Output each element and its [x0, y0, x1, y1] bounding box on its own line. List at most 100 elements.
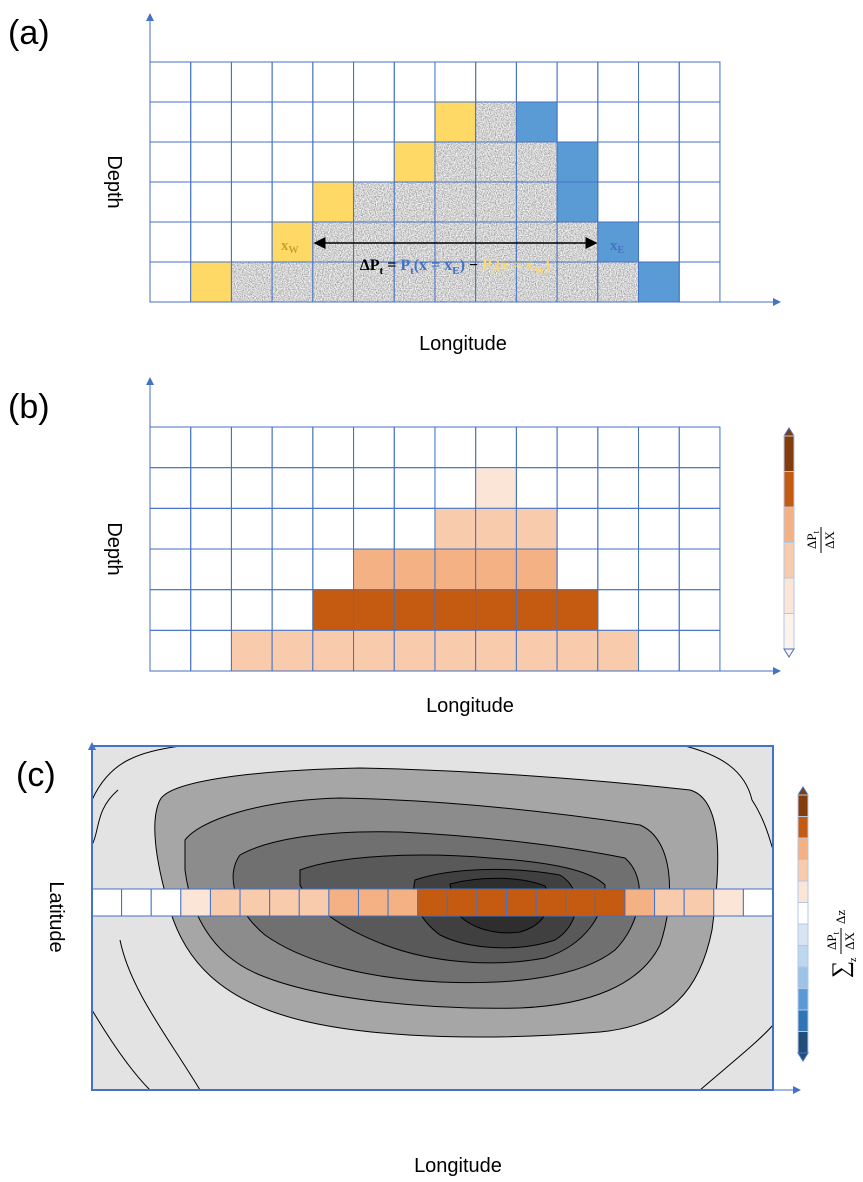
cell-fill [394, 142, 435, 182]
colorbar-label: ∑ z ΔPt ΔX Δz [824, 910, 859, 978]
cell [230, 589, 273, 631]
colorbar-segment [783, 435, 795, 472]
cell [271, 181, 314, 223]
cell [393, 426, 436, 469]
cell-fill [475, 102, 517, 142]
cell-fill [434, 630, 476, 672]
cell-fill [475, 142, 517, 182]
colorbar-segment [783, 613, 795, 650]
cell [556, 61, 599, 103]
cell [515, 467, 558, 509]
y-axis-title: Depth [103, 155, 125, 208]
cell [149, 141, 192, 183]
cell-fill [312, 262, 354, 302]
panel-label: (a) [8, 14, 50, 52]
colorbar-segment [797, 880, 809, 903]
cell-fill [597, 630, 639, 672]
strip-cell [594, 888, 626, 917]
cell [678, 101, 721, 143]
cell [230, 61, 273, 103]
x-axis-title: Longitude [414, 1155, 502, 1177]
cell [638, 467, 680, 509]
cell [556, 507, 599, 550]
fraction-numerator: ΔPt [804, 530, 821, 549]
colorbar-label: ΔPt ΔX [804, 527, 837, 553]
colorbar-segment [797, 923, 809, 946]
strip-cell [357, 888, 389, 917]
x-axis-title: Longitude [419, 333, 507, 355]
cell [190, 467, 232, 509]
cell [312, 507, 355, 550]
colorbar-segment [797, 859, 809, 882]
cell-fill [516, 549, 558, 590]
cell [190, 629, 232, 672]
cell [434, 467, 477, 509]
cell [678, 548, 721, 591]
cell-fill [434, 262, 476, 302]
cell-fill [272, 630, 313, 672]
fraction-tail: Δz [833, 910, 848, 924]
contour [699, 1024, 774, 1091]
cell [353, 507, 395, 550]
west-label: xW [281, 238, 299, 256]
transect-strip [91, 888, 774, 917]
cell [393, 61, 436, 103]
contour-map [91, 745, 774, 1091]
cell-fill [557, 222, 598, 262]
cell [678, 426, 721, 469]
cell [597, 548, 640, 591]
cell [230, 141, 273, 183]
cell-fill [231, 630, 273, 672]
cell-fill [231, 262, 273, 302]
cell [149, 221, 192, 263]
colorbar-segment [783, 542, 795, 579]
fraction-numerator: ΔPt [824, 931, 841, 950]
formula: ΔPt = Pt(x = xE) − Pt(x = xW) [360, 257, 551, 277]
cell-fill [312, 630, 354, 672]
cell-fill [434, 508, 476, 550]
cell [230, 548, 273, 591]
cell [556, 101, 599, 143]
cell-fill [475, 589, 517, 631]
cell [597, 507, 640, 550]
cell [271, 507, 314, 550]
cell [638, 589, 680, 631]
cell-fill [353, 222, 395, 262]
strip-cell [683, 888, 715, 917]
cell [353, 426, 395, 469]
cell [353, 141, 395, 183]
strip-cell [624, 888, 656, 917]
colorbar-end [783, 648, 795, 658]
cell [190, 221, 232, 263]
cell-fill [557, 142, 598, 182]
cell [190, 548, 232, 591]
cell [190, 101, 232, 143]
y-axis-title: Latitude [45, 881, 67, 952]
cell [190, 426, 232, 469]
east-label: xE [610, 238, 625, 256]
cell-fill [434, 589, 476, 631]
cell-fill [638, 262, 680, 302]
cell [434, 61, 477, 103]
colorbar [797, 786, 809, 1062]
cell-fill [394, 262, 435, 302]
cell [678, 467, 721, 509]
strip-cell [298, 888, 330, 917]
colorbar-segment [783, 577, 795, 614]
colorbar-end [797, 786, 809, 796]
cell [638, 61, 680, 103]
strip-cell [654, 888, 685, 917]
strip-cell [565, 888, 596, 917]
cell [149, 589, 192, 631]
cell-fill [434, 222, 476, 262]
cell-fill [312, 182, 354, 222]
sum-subscript: z [848, 957, 859, 962]
cell [312, 548, 355, 591]
cell-fill [394, 549, 435, 590]
contour [91, 745, 181, 801]
cell-fill [475, 262, 517, 302]
strip-cell [121, 888, 152, 917]
cell [556, 426, 599, 469]
cell [271, 467, 314, 509]
